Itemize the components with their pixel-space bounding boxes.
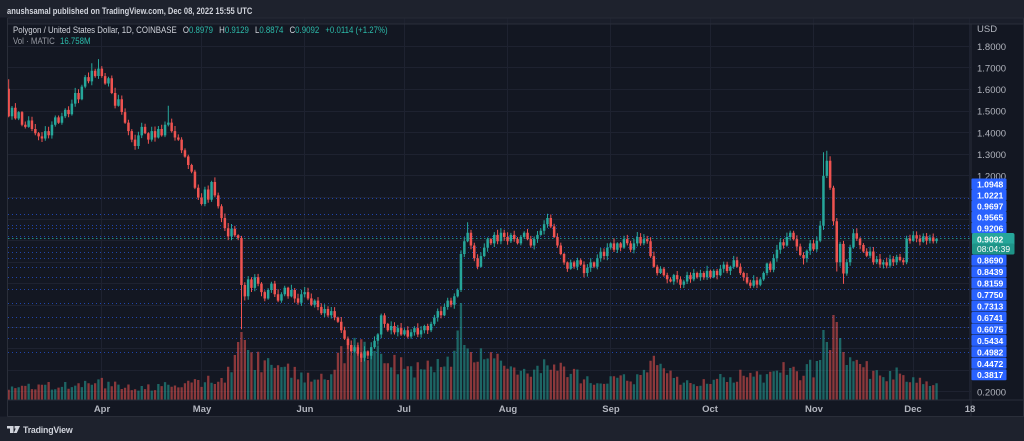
svg-text:Oct: Oct (702, 404, 719, 415)
svg-text:Sep: Sep (602, 404, 620, 415)
svg-text:Nov: Nov (805, 404, 824, 415)
svg-text:1.4000: 1.4000 (977, 128, 1006, 139)
svg-text:0.7750: 0.7750 (977, 290, 1004, 300)
svg-text:1.7000: 1.7000 (977, 64, 1006, 75)
svg-text:08:04:39: 08:04:39 (977, 244, 1010, 254)
svg-text:0.9206: 0.9206 (977, 224, 1004, 234)
svg-text:1.0221: 1.0221 (977, 191, 1004, 201)
svg-text:Apr: Apr (94, 404, 111, 415)
svg-text:Aug: Aug (499, 404, 518, 415)
svg-text:0.5434: 0.5434 (977, 336, 1004, 346)
svg-text:0.8439: 0.8439 (977, 267, 1004, 277)
svg-text:1.0948: 1.0948 (977, 180, 1004, 190)
svg-text:1.8000: 1.8000 (977, 42, 1006, 53)
svg-text:0.2000: 0.2000 (977, 387, 1006, 398)
svg-text:0.9565: 0.9565 (977, 213, 1004, 223)
svg-text:0.8159: 0.8159 (977, 279, 1004, 289)
svg-text:0.4472: 0.4472 (977, 359, 1004, 369)
svg-text:May: May (193, 404, 212, 415)
svg-text:Jun: Jun (297, 404, 314, 415)
svg-text:Dec: Dec (904, 404, 921, 415)
svg-text:0.3817: 0.3817 (977, 370, 1004, 380)
svg-text:0.6741: 0.6741 (977, 313, 1004, 323)
svg-text:USD: USD (977, 24, 997, 35)
svg-text:18: 18 (965, 404, 976, 415)
svg-text:0.4982: 0.4982 (977, 347, 1004, 357)
svg-text:0.9697: 0.9697 (977, 202, 1004, 212)
svg-text:0.9092: 0.9092 (977, 234, 1004, 244)
svg-text:1.3000: 1.3000 (977, 150, 1006, 161)
svg-text:0.6075: 0.6075 (977, 324, 1004, 334)
svg-text:0.7313: 0.7313 (977, 302, 1004, 312)
svg-text:1.6000: 1.6000 (977, 85, 1006, 96)
svg-text:0.8690: 0.8690 (977, 256, 1004, 266)
svg-text:1.5000: 1.5000 (977, 107, 1006, 118)
svg-text:1.2000: 1.2000 (977, 171, 1006, 182)
svg-text:Jul: Jul (397, 404, 411, 415)
